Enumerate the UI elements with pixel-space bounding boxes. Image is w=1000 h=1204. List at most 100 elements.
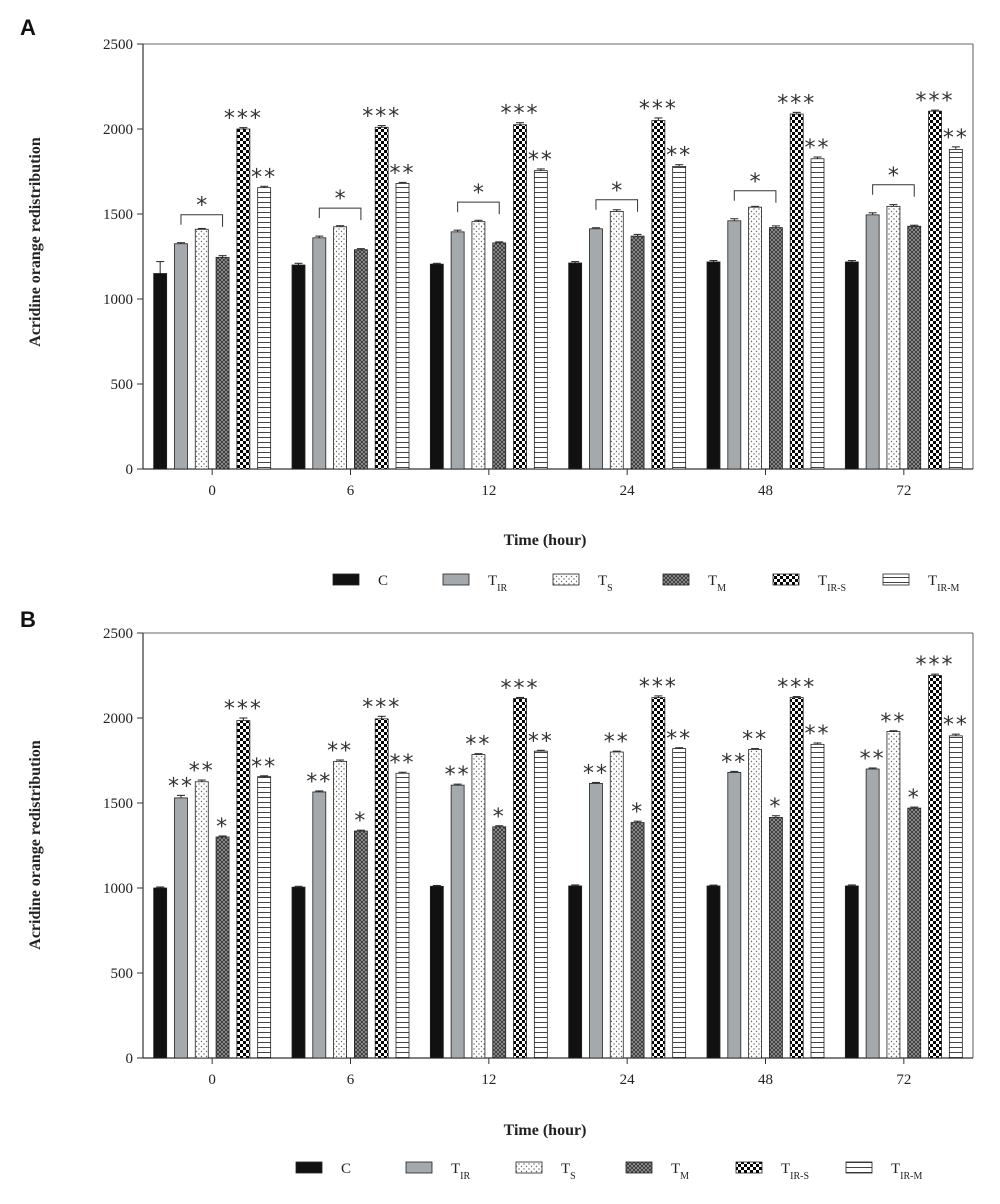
bar-tir-s-6 bbox=[374, 126, 389, 470]
x-axis-label-b: Time (hour) bbox=[504, 1122, 587, 1139]
significance-stars: *** bbox=[224, 697, 263, 722]
panel-a: A Acridine orange redistribution Time (h… bbox=[20, 15, 974, 594]
bracket-star: * bbox=[888, 164, 899, 189]
bar-c-0 bbox=[153, 273, 168, 470]
bar-ts-24 bbox=[609, 211, 624, 470]
y-axis-label-b: Acridine orange redistribution bbox=[27, 740, 44, 950]
legend-label-subscript: IR-M bbox=[937, 583, 959, 594]
x-tick-label: 48 bbox=[758, 1072, 773, 1088]
bar-ts-48 bbox=[748, 206, 762, 470]
bar-tm-0 bbox=[215, 836, 230, 1059]
significance-stars: ** bbox=[943, 126, 969, 151]
legend-label-subscript: M bbox=[680, 1171, 689, 1182]
legend-label-t_s: TS bbox=[561, 1161, 576, 1182]
bar-tir-0 bbox=[174, 243, 188, 470]
y-tick-label: 2000 bbox=[103, 122, 133, 138]
legend-label-subscript: M bbox=[717, 583, 726, 594]
legend-label-t_ir: TIR bbox=[488, 573, 508, 594]
bar-tir-0 bbox=[174, 797, 188, 1059]
significance-stars: ** bbox=[583, 761, 609, 786]
bar-tir-s-0 bbox=[236, 128, 251, 470]
bar-tir-s-12 bbox=[513, 698, 527, 1059]
significance-stars: *** bbox=[916, 89, 955, 114]
bar-c-24 bbox=[568, 262, 583, 470]
bar-tm-48 bbox=[769, 227, 783, 470]
legend-label-c: C bbox=[378, 573, 388, 589]
bar-tm-6 bbox=[353, 830, 368, 1059]
bar-tir-m-48 bbox=[810, 743, 825, 1059]
significance-bracket bbox=[180, 214, 224, 227]
significance-bracket bbox=[872, 184, 915, 197]
y-tick-label: 1500 bbox=[103, 207, 133, 223]
legend-swatch-t_ir-m bbox=[882, 573, 910, 586]
significance-stars: ** bbox=[445, 763, 471, 788]
legend-label-subscript: IR-S bbox=[827, 583, 846, 594]
x-tick-label: 24 bbox=[620, 1072, 636, 1088]
significance-bracket bbox=[457, 201, 500, 215]
y-tick-label: 2500 bbox=[103, 626, 133, 642]
legend-label-subscript: S bbox=[607, 583, 613, 594]
bar-tir-72 bbox=[865, 214, 880, 470]
x-tick-label: 12 bbox=[481, 1072, 496, 1088]
legend-a: C TIR TS TM TIR-S TIR-M bbox=[332, 573, 960, 594]
bar-ts-48 bbox=[748, 749, 762, 1059]
bracket-star: * bbox=[335, 187, 346, 212]
y-tick-label: 1500 bbox=[103, 796, 133, 812]
significance-bracket bbox=[318, 207, 362, 221]
significance-stars: * bbox=[631, 800, 644, 825]
y-axis-label-a: Acridine orange redistribution bbox=[27, 137, 44, 347]
bar-tir-m-72 bbox=[948, 735, 963, 1059]
bar-tir-m-6 bbox=[395, 182, 410, 470]
bracket-star: * bbox=[611, 179, 622, 204]
legend-label-t_ir-s: TIR-S bbox=[781, 1161, 809, 1182]
bar-tir-24 bbox=[589, 783, 603, 1059]
bar-tm-72 bbox=[907, 225, 922, 470]
legend-label-t_m: TM bbox=[708, 573, 726, 594]
bar-ts-6 bbox=[333, 226, 348, 470]
bar-tir-12 bbox=[450, 784, 465, 1059]
significance-stars: ** bbox=[189, 759, 215, 784]
significance-stars: ** bbox=[390, 751, 416, 776]
bar-ts-24 bbox=[609, 751, 624, 1059]
significance-stars: ** bbox=[168, 774, 194, 799]
significance-stars: * bbox=[354, 809, 367, 834]
significance-stars: ** bbox=[666, 727, 692, 752]
x-tick-label: 12 bbox=[481, 483, 496, 499]
bar-tir-m-0 bbox=[257, 776, 272, 1059]
bar-tir-s-72 bbox=[928, 675, 942, 1059]
legend-label-t_ir: TIR bbox=[451, 1161, 471, 1182]
bar-tir-72 bbox=[865, 768, 880, 1059]
significance-stars: ** bbox=[465, 733, 491, 758]
legend-swatch-t_m bbox=[625, 1161, 653, 1174]
x-tick-label: 48 bbox=[758, 483, 773, 499]
bar-tir-m-0 bbox=[257, 187, 272, 470]
significance-stars: ** bbox=[390, 161, 416, 186]
legend-label-subscript: IR-S bbox=[790, 1171, 809, 1182]
bar-c-24 bbox=[568, 885, 583, 1059]
legend-label-subscript: IR-M bbox=[900, 1171, 922, 1182]
significance-stars: * bbox=[908, 786, 921, 811]
significance-stars: *** bbox=[501, 676, 540, 701]
legend-label-c: C bbox=[341, 1161, 351, 1177]
significance-stars: ** bbox=[805, 722, 831, 747]
bar-tm-6 bbox=[353, 249, 368, 470]
bar-tir-s-0 bbox=[236, 720, 251, 1059]
legend-swatch-t_s bbox=[515, 1161, 543, 1174]
bar-tir-48 bbox=[727, 220, 742, 470]
bar-tm-72 bbox=[907, 807, 922, 1059]
significance-stars: * bbox=[769, 795, 782, 820]
bar-tir-m-24 bbox=[672, 748, 687, 1059]
legend-label-subscript: IR bbox=[497, 583, 507, 594]
x-tick-label: 24 bbox=[620, 483, 636, 499]
bar-c-72 bbox=[844, 261, 859, 470]
legend-swatch-c bbox=[295, 1161, 323, 1174]
bar-tir-6 bbox=[312, 237, 327, 470]
bar-c-48 bbox=[706, 261, 721, 470]
bar-tir-m-6 bbox=[395, 772, 410, 1059]
legend-swatch-t_s bbox=[552, 573, 580, 586]
significance-stars: *** bbox=[639, 97, 678, 122]
significance-stars: * bbox=[493, 805, 506, 830]
bar-tm-48 bbox=[769, 817, 783, 1059]
